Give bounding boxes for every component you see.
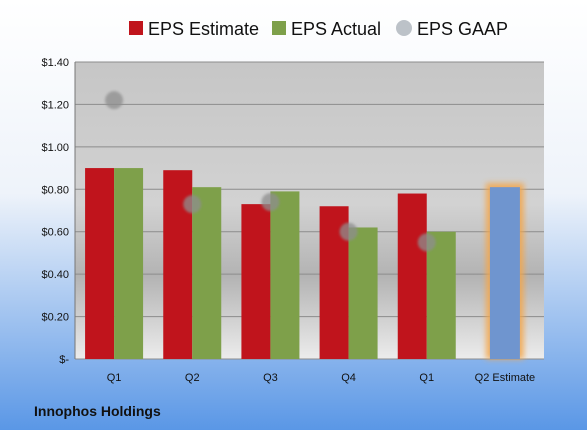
x-axis-ticks: Q1 Q2 Q3 Q4 Q1 Q2 Estimate [107, 372, 535, 384]
company-name: Innophos Holdings [34, 403, 161, 419]
y-tick-label: $0.60 [41, 227, 69, 239]
bar-eps-estimate [397, 193, 427, 359]
legend-label-eps-estimate: EPS Estimate [148, 19, 259, 39]
y-tick-label: $1.20 [41, 99, 69, 111]
point-eps-gaap [339, 222, 358, 241]
y-axis-ticks: $- $0.20 $0.40 $0.60 $0.80 $1.00 $1.20 $1.40 [41, 57, 69, 366]
bar-eps-actual [348, 227, 378, 359]
y-tick-label: $- [59, 354, 69, 366]
legend-swatch-eps-actual [272, 21, 286, 35]
legend-swatch-eps-gaap [396, 20, 412, 36]
x-tick-label: Q1 [107, 372, 122, 384]
bar-eps-estimate [241, 204, 271, 359]
legend-label-eps-gaap: EPS GAAP [417, 19, 508, 39]
bar-eps-actual [270, 191, 300, 359]
bar-eps-actual [426, 231, 456, 359]
point-eps-gaap [105, 91, 124, 110]
x-tick-label: Q4 [341, 372, 356, 384]
legend: EPS Estimate EPS Actual EPS GAAP [129, 19, 508, 39]
x-tick-label: Q2 [185, 372, 200, 384]
legend-swatch-eps-estimate [129, 21, 143, 35]
y-tick-label: $0.40 [41, 269, 69, 281]
y-tick-label: $1.00 [41, 142, 69, 154]
point-eps-gaap [261, 193, 280, 212]
legend-label-eps-actual: EPS Actual [291, 19, 381, 39]
y-tick-label: $0.80 [41, 184, 69, 196]
bar-q2-estimate [489, 187, 520, 359]
point-eps-gaap [417, 233, 436, 252]
y-tick-label: $0.20 [41, 312, 69, 324]
gridlines [74, 61, 544, 360]
plot-area [75, 62, 544, 359]
bar-eps-estimate [85, 168, 115, 359]
point-eps-gaap [183, 195, 202, 214]
bars [85, 168, 524, 359]
bar-eps-actual [114, 168, 144, 359]
bar-eps-actual [192, 187, 222, 359]
x-tick-label: Q3 [263, 372, 278, 384]
x-tick-label: Q1 [419, 372, 434, 384]
gaap-points [105, 91, 436, 252]
y-tick-label: $1.40 [41, 57, 69, 69]
x-tick-label: Q2 Estimate [475, 372, 536, 384]
